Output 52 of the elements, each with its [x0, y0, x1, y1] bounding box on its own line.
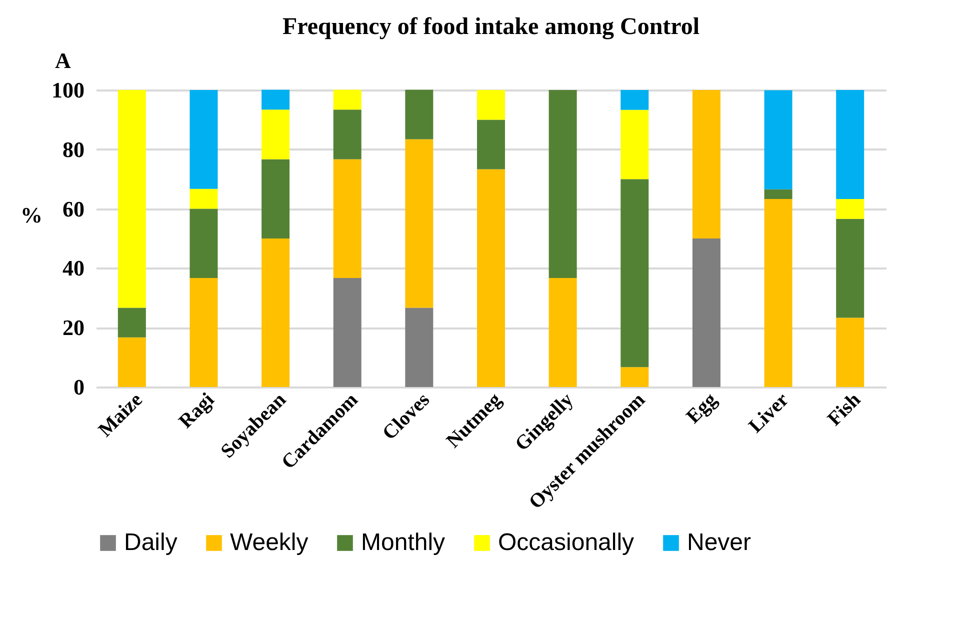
- bar: [262, 159, 290, 238]
- legend-label: Occasionally: [498, 529, 634, 556]
- y-tick-label: 0: [74, 374, 84, 400]
- bar: [405, 308, 434, 387]
- bar: [262, 110, 290, 160]
- bar: [190, 278, 218, 387]
- bar: [118, 337, 146, 387]
- bar: [836, 218, 864, 318]
- bar: [333, 90, 362, 110]
- y-tick-label: 80: [62, 136, 84, 162]
- bar: [620, 367, 649, 387]
- bar: [620, 110, 649, 180]
- bar: [477, 120, 505, 170]
- bar: [836, 318, 864, 387]
- legend-label: Never: [687, 529, 752, 556]
- bar: [333, 110, 362, 160]
- y-tick-label: 40: [62, 256, 84, 281]
- bar: [477, 169, 505, 387]
- bar: [620, 90, 649, 110]
- legend-label: Daily: [124, 529, 178, 556]
- bar: [405, 139, 434, 308]
- bar: [118, 90, 146, 308]
- y-tick-label: 60: [62, 196, 84, 222]
- bar: [190, 90, 218, 189]
- x-tick-label: Fish: [823, 388, 865, 430]
- bar: [477, 90, 505, 120]
- legend-label: Monthly: [361, 529, 446, 556]
- bar: [836, 90, 864, 199]
- bar: [836, 199, 864, 219]
- bar: [764, 199, 792, 387]
- chart-title: Frequency of food intake among Control: [282, 14, 700, 40]
- bar: [333, 159, 362, 278]
- text: A: [55, 48, 71, 74]
- x-tick-label: Egg: [682, 388, 722, 428]
- legend-label: Weekly: [230, 529, 308, 556]
- bar: [548, 278, 577, 387]
- bar: [333, 278, 362, 387]
- bar: [262, 90, 290, 110]
- bar: [692, 238, 720, 387]
- y-tick-label: 100: [52, 78, 84, 102]
- bar: [405, 90, 434, 140]
- bar: [118, 308, 146, 338]
- bar: [190, 208, 218, 278]
- bar: [692, 90, 720, 238]
- y-tick-label: 20: [62, 315, 84, 340]
- bar: [262, 238, 290, 387]
- bar: [620, 179, 649, 368]
- bar: [190, 188, 218, 209]
- bar: [548, 90, 577, 278]
- bar: [764, 189, 792, 199]
- y-axis-title: %: [20, 202, 42, 228]
- bar: [764, 90, 792, 190]
